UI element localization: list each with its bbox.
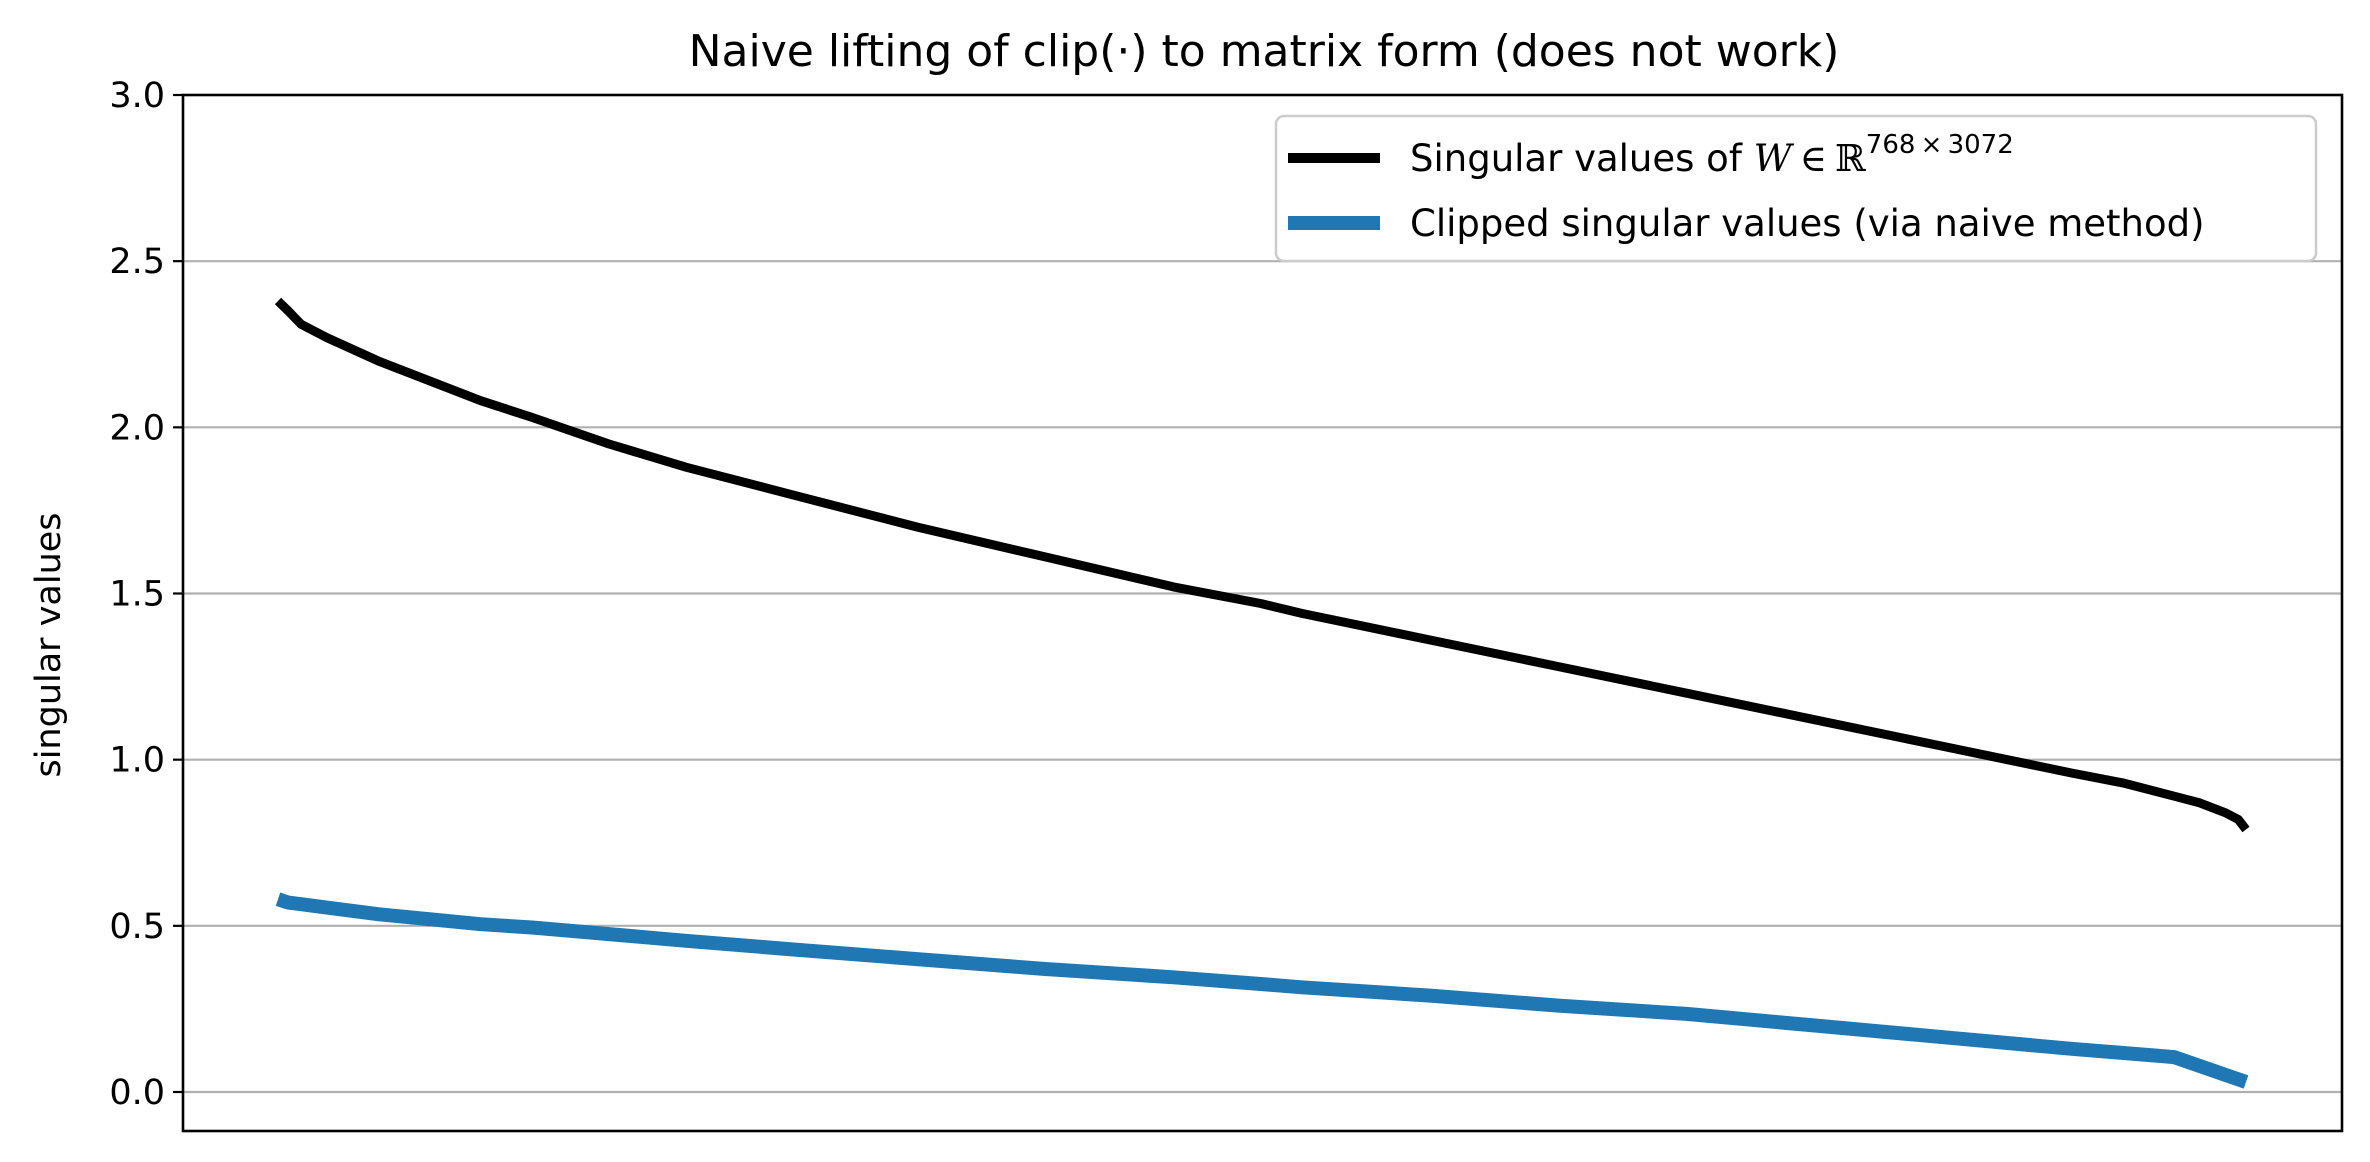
y-tick-label: 1.5 xyxy=(109,575,165,615)
y-tick-label: 2.5 xyxy=(109,242,165,282)
legend-label-singular-values: Singular values of W ∈ ℝ768 × 3072 xyxy=(1410,130,2014,180)
legend-box xyxy=(1274,114,2318,263)
series-lines xyxy=(274,297,2250,1089)
y-tick-label: 3.0 xyxy=(109,76,165,116)
y-tick-label: 1.0 xyxy=(109,741,165,781)
y-tick-label: 0.5 xyxy=(109,907,165,947)
legend: Singular values of W ∈ ℝ768 × 3072 Clipped… xyxy=(1274,114,2318,263)
legend-label-clipped-values: Clipped singular values (via naive metho… xyxy=(1410,202,2205,245)
series-line-clipped-values xyxy=(275,892,2249,1089)
legend-prefix: Singular values of xyxy=(1410,137,1754,180)
legend-space-symbol: ℝ xyxy=(1835,137,1867,180)
chart-title: Naive lifting of clip(·) to matrix form … xyxy=(689,26,1840,77)
legend-matrix-symbol: W xyxy=(1754,137,1795,180)
y-axis-ticks: 0.0 0.5 1.0 1.5 2.0 2.5 3.0 xyxy=(109,76,183,1113)
grid-lines xyxy=(183,260,2342,1094)
legend-relation-symbol: ∈ xyxy=(1800,137,1827,180)
y-tick-label: 2.0 xyxy=(109,408,165,448)
y-axis-label: singular values xyxy=(29,512,69,777)
series-line-singular-values xyxy=(274,297,2250,833)
legend-exponent: 768 × 3072 xyxy=(1866,130,2014,160)
plot-frame xyxy=(181,93,2344,1133)
y-tick-label: 0.0 xyxy=(109,1073,165,1113)
